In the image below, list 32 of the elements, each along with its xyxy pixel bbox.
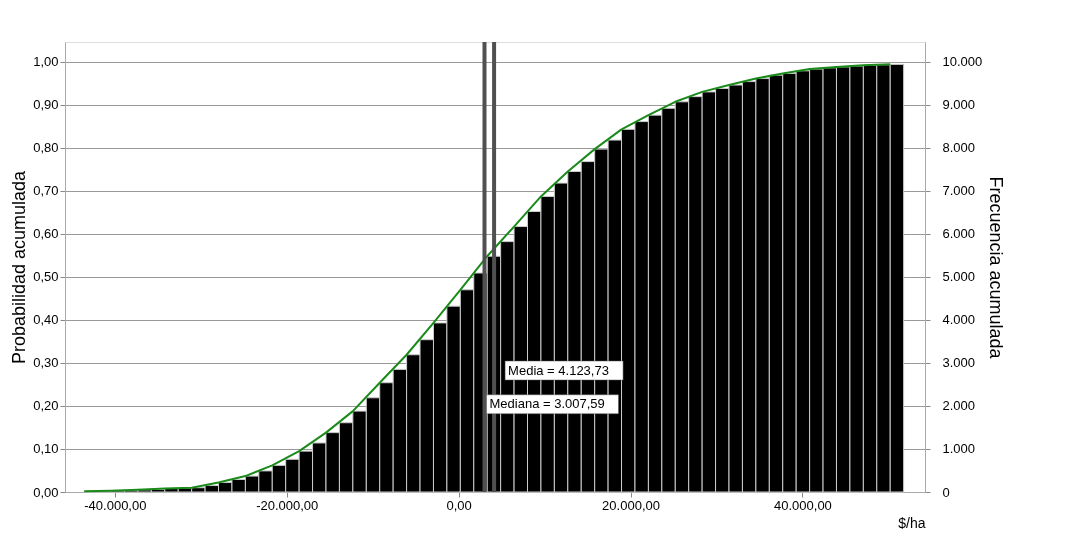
x-axis-title: $/ha <box>898 514 926 531</box>
y2-tick-label: 4.000 <box>942 312 976 328</box>
y2-tick-label: 0 <box>942 484 950 500</box>
y-tick-label: 0,10 <box>33 441 59 457</box>
y2-tick-label: 7.000 <box>942 183 976 199</box>
y-tick-label: 0,20 <box>33 398 59 414</box>
y-tick-label: 0,30 <box>33 355 59 371</box>
x-tick-label: 20.000,00 <box>602 497 660 513</box>
y2-tick-label: 5.000 <box>942 269 976 285</box>
y-tick-label: 1,00 <box>33 54 59 70</box>
x-tick-label: 0,00 <box>446 497 472 513</box>
y2-tick-label: 9.000 <box>942 97 976 113</box>
y2-tick-label: 6.000 <box>942 226 976 242</box>
y2-tick-label: 3.000 <box>942 355 976 371</box>
y-tick-label: 0,40 <box>33 312 59 328</box>
ref-line-label: Mediana = 3.007,59 <box>489 396 605 412</box>
y-tick-label: 0,80 <box>33 140 59 156</box>
y-tick-label: 0,00 <box>33 484 59 500</box>
x-tick-label: -20.000,00 <box>256 497 319 513</box>
y-tick-label: 0,90 <box>33 97 59 113</box>
ref-line-label: Media = 4.123,73 <box>508 362 609 378</box>
y-tick-label: 0,70 <box>33 183 59 199</box>
y2-tick-label: 1.000 <box>942 441 976 457</box>
y2-axis-title: Frecuencia acumulada <box>986 176 1007 360</box>
y-axis-title: Probabilidad acumulada <box>9 169 30 365</box>
y2-tick-label: 8.000 <box>942 140 976 156</box>
y-tick-label: 0,50 <box>33 269 59 285</box>
y2-tick-label: 10.000 <box>942 54 983 70</box>
y-tick-label: 0,60 <box>33 226 59 242</box>
x-tick-label: 40.000,00 <box>774 497 832 513</box>
y2-tick-label: 2.000 <box>942 398 976 414</box>
x-tick-label: -40.000,00 <box>84 497 147 513</box>
